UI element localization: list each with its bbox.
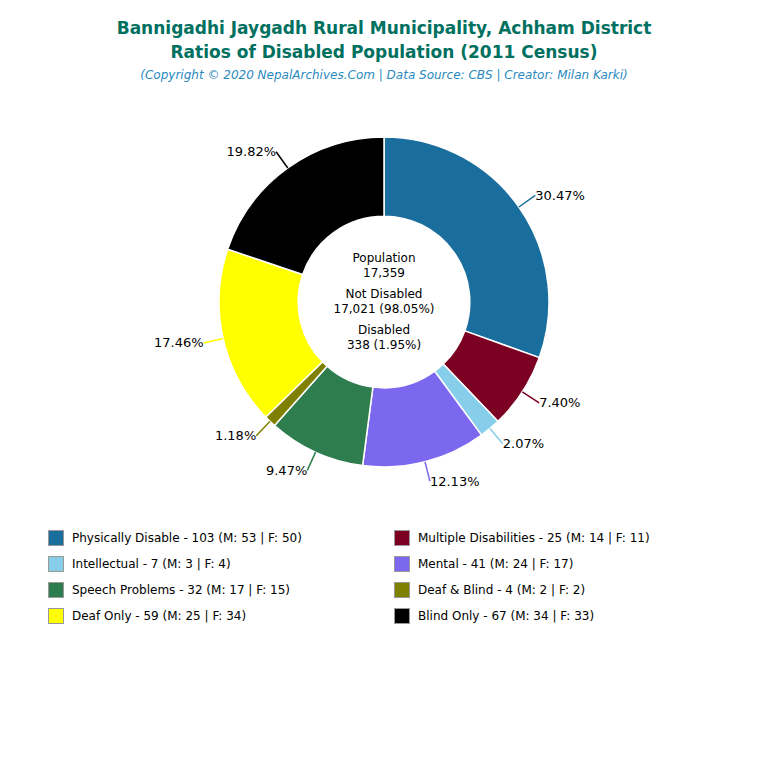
html-text:Deaf & Blind - 4 (M: 2 | F: 2): Deaf & Blind - 4 (M: 2 | F: 2): [418, 583, 586, 597]
html-text:Mental - 41 (M: 24 | F: 17): Mental - 41 (M: 24 | F: 17): [418, 557, 574, 571]
html-text:Population: Population: [352, 251, 416, 265]
html-text:(Copyright © 2020 NepalArchive: (Copyright © 2020 NepalArchives.Com | Da…: [140, 68, 628, 82]
html-text:17,021 (98.05%): 17,021 (98.05%): [333, 302, 435, 316]
svg-text:17.46%: 17.46%: [154, 335, 204, 350]
html-text:Blind Only - 67 (M: 34 | F: 33: Blind Only - 67 (M: 34 | F: 33): [418, 609, 595, 623]
svg-text:7.40%: 7.40%: [539, 395, 580, 410]
svg-text:30.47%: 30.47%: [535, 188, 585, 203]
svg-text:1.18%: 1.18%: [215, 428, 256, 443]
html-text:Intellectual - 7 (M: 3 | F: 4): Intellectual - 7 (M: 3 | F: 4): [72, 557, 231, 571]
html-text:Deaf Only - 59 (M: 25 | F: 34): Deaf Only - 59 (M: 25 | F: 34): [72, 609, 247, 623]
svg-text:19.82%: 19.82%: [227, 144, 277, 159]
html-text:17,359: 17,359: [363, 266, 405, 280]
html-text:Bannigadhi Jaygadh Rural Munic: Bannigadhi Jaygadh Rural Municipality, A…: [116, 18, 652, 38]
html-text:Disabled: Disabled: [357, 323, 411, 337]
html-text:Speech Problems - 32 (M: 17 |: Speech Problems - 32 (M: 17 | F: 15): [72, 583, 290, 597]
html-text:338 (1.95%): 338 (1.95%): [346, 338, 422, 352]
html-text:Ratios of Disabled Population: Ratios of Disabled Population (2011 Cens…: [170, 42, 598, 62]
svg-text:9.47%: 9.47%: [266, 463, 307, 478]
svg-text:2.07%: 2.07%: [503, 436, 544, 451]
html-text:Multiple Disabilities - 25 (M:: Multiple Disabilities - 25 (M: 14 | F: 1…: [418, 531, 650, 545]
svg-text:12.13%: 12.13%: [430, 474, 480, 489]
html-text:Physically Disable - 103 (M: 5: Physically Disable - 103 (M: 53 | F: 50): [72, 531, 302, 545]
html-text:Not Disabled: Not Disabled: [345, 287, 423, 301]
